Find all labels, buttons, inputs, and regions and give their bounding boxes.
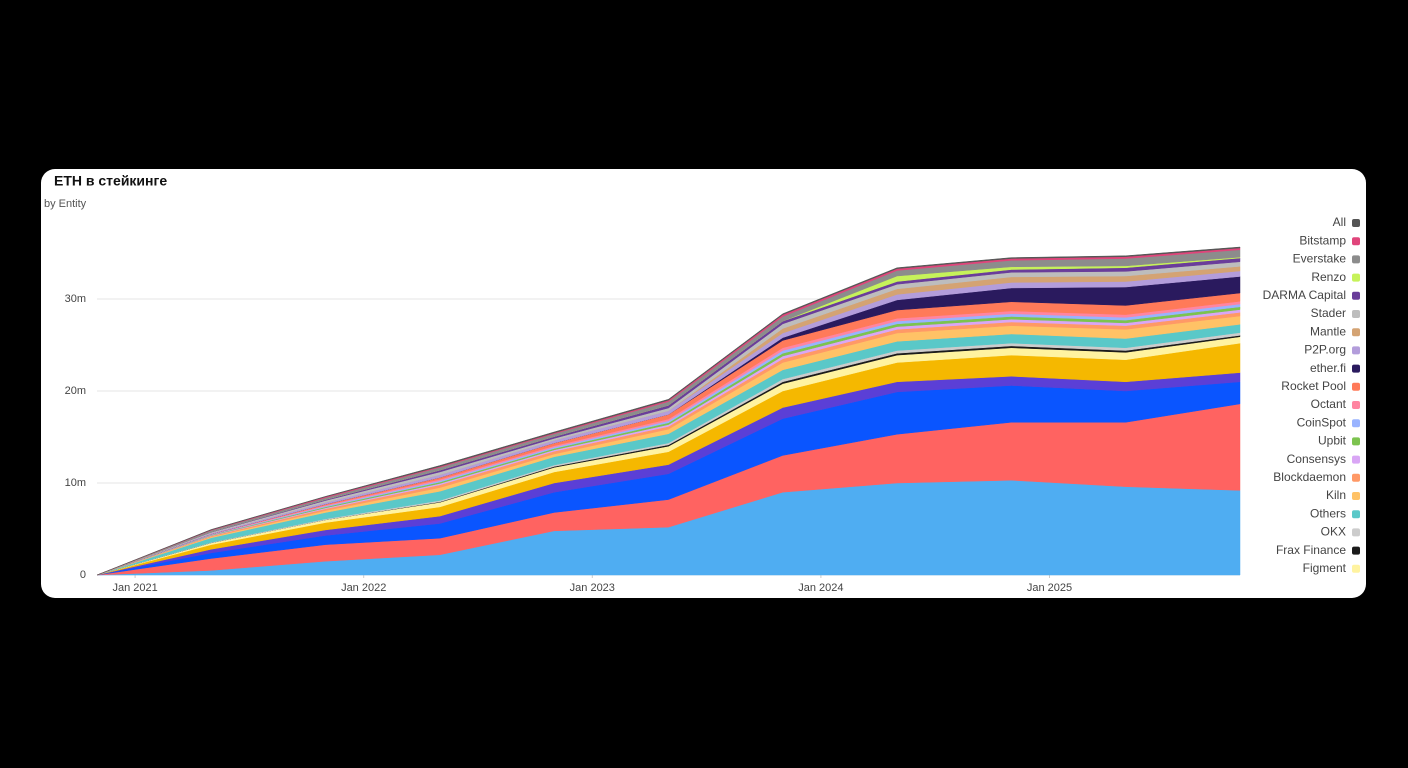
legend-swatch	[1352, 255, 1360, 264]
legend-label: Blockdaemon	[1273, 470, 1346, 484]
legend-label: Others	[1310, 506, 1346, 520]
legend-label: Figment	[1303, 561, 1347, 575]
x-tick-label: Jan 2025	[1027, 582, 1072, 594]
y-tick-label: 0	[80, 569, 86, 581]
legend-label: Mantle	[1310, 324, 1346, 338]
legend-label: Renzo	[1311, 270, 1346, 284]
legend-swatch	[1352, 419, 1360, 428]
legend-swatch	[1352, 382, 1360, 391]
legend-label: Bitstamp	[1299, 233, 1346, 247]
legend-swatch	[1352, 473, 1360, 482]
legend-swatch	[1352, 237, 1360, 246]
y-tick-label: 30m	[65, 293, 86, 305]
legend-swatch	[1352, 528, 1360, 537]
x-tick-label: Jan 2023	[570, 582, 615, 594]
legend-label: Kiln	[1326, 488, 1346, 502]
legend-label: Upbit	[1318, 434, 1347, 448]
x-tick-label: Jan 2022	[341, 582, 386, 594]
legend-swatch	[1352, 273, 1360, 282]
legend-label: DARMA Capital	[1263, 288, 1346, 302]
legend-swatch	[1352, 291, 1360, 300]
chart-subtitle: by Entity	[44, 198, 87, 210]
legend-swatch	[1352, 437, 1360, 446]
legend-swatch	[1352, 546, 1360, 555]
legend-label: P2P.org	[1304, 343, 1346, 357]
legend-swatch	[1352, 364, 1360, 373]
legend-swatch	[1352, 401, 1360, 409]
legend-label: OKX	[1321, 525, 1346, 539]
legend-swatch	[1352, 564, 1360, 573]
legend-label: Everstake	[1293, 252, 1347, 266]
legend-swatch	[1352, 346, 1360, 355]
legend-label: Rocket Pool	[1281, 379, 1346, 393]
legend-swatch	[1352, 219, 1360, 227]
legend-label: Frax Finance	[1276, 543, 1346, 557]
legend-swatch	[1352, 328, 1360, 337]
legend-swatch	[1352, 510, 1360, 519]
legend-swatch	[1352, 455, 1360, 464]
y-tick-label: 10m	[65, 477, 86, 489]
legend-label: Consensys	[1287, 452, 1346, 466]
legend-label: ether.fi	[1310, 361, 1346, 375]
legend-label: CoinSpot	[1297, 415, 1347, 429]
y-tick-label: 20m	[65, 385, 86, 397]
area	[96, 246, 1241, 576]
x-tick-label: Jan 2021	[112, 582, 157, 594]
chart-title: ETH в стейкинге	[54, 173, 167, 189]
legend-label: All	[1333, 215, 1346, 229]
legend-swatch	[1352, 492, 1360, 500]
legend-swatch	[1352, 310, 1360, 318]
legend-label: Stader	[1311, 306, 1346, 320]
legend-label: Octant	[1311, 397, 1347, 411]
x-tick-label: Jan 2024	[798, 582, 843, 594]
